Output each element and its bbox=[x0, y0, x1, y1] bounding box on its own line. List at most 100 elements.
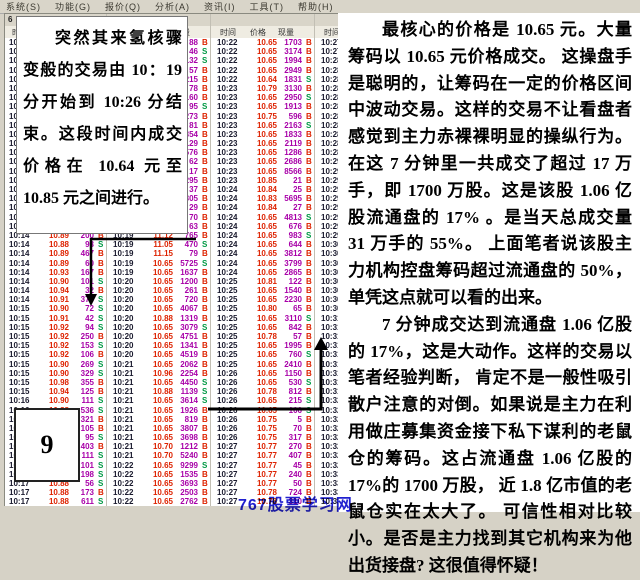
tick-price: 10.83 bbox=[256, 194, 277, 204]
menu-item[interactable]: 功能(G) bbox=[55, 2, 91, 12]
tick-price: 10.91 bbox=[48, 295, 69, 305]
menu-item[interactable]: 工具(T) bbox=[249, 2, 284, 12]
buy-flag: B bbox=[202, 497, 208, 507]
tick-time: 10:14 bbox=[9, 230, 30, 240]
tick-volume: 153 bbox=[80, 341, 94, 351]
tick-volume: 403 bbox=[80, 442, 94, 452]
tick-time: 10:24 bbox=[217, 240, 238, 250]
tick-price: 10.65 bbox=[152, 377, 173, 387]
tick-volume: 2254 bbox=[180, 368, 198, 378]
column-header: 时间 bbox=[220, 28, 236, 37]
menu-item[interactable]: 分析(A) bbox=[155, 2, 190, 12]
tick-price: 11.12 bbox=[153, 230, 173, 240]
tick-volume: 2119 bbox=[284, 139, 302, 149]
tick-row: 10:28 bbox=[320, 130, 339, 139]
tick-time: 10:22 bbox=[113, 488, 134, 498]
buy-flag: B bbox=[202, 405, 208, 415]
tick-volume: 644 bbox=[288, 240, 302, 250]
tick-row: 10:25 10.65 2230 B bbox=[216, 295, 313, 304]
tick-row: 10:17 10.88 173 B bbox=[8, 488, 105, 497]
buy-flag: B bbox=[98, 267, 104, 277]
tick-price: 10.89 bbox=[48, 249, 69, 259]
tick-volume: 1200 bbox=[180, 276, 198, 286]
tick-volume: 2949 bbox=[284, 65, 302, 75]
tick-row: 10:14 10.94 32 B bbox=[8, 286, 105, 295]
tick-price: 10.81 bbox=[256, 276, 277, 286]
menu-item[interactable]: 资讯(I) bbox=[204, 2, 236, 12]
tick-time: 10:23 bbox=[217, 93, 238, 103]
tick-time: 10:16 bbox=[9, 396, 30, 406]
sell-flag: S bbox=[98, 359, 104, 369]
tick-time: 10:17 bbox=[9, 479, 30, 488]
tick-row: 10:27 10.78 724 B bbox=[216, 488, 313, 497]
sell-flag: S bbox=[306, 212, 312, 222]
tick-volume: 105 bbox=[80, 423, 94, 433]
tick-row: 10:16 10.90 111 S bbox=[8, 396, 105, 405]
menu-item[interactable]: 报价(Q) bbox=[105, 2, 141, 12]
tick-volume: 273 bbox=[184, 111, 198, 121]
tick-volume: 329 bbox=[80, 368, 94, 378]
sell-flag: S bbox=[98, 295, 104, 305]
tick-row: 10:23 10.65 2119 B bbox=[216, 139, 313, 148]
tick-time: 10:15 bbox=[9, 359, 30, 369]
tick-price: 10.65 bbox=[256, 396, 277, 406]
tick-time: 10:28 bbox=[321, 102, 340, 112]
tick-price: 10.65 bbox=[256, 148, 277, 158]
sell-flag: S bbox=[98, 313, 104, 323]
tick-time: 10:29 bbox=[321, 157, 340, 167]
tick-time: 10:15 bbox=[9, 350, 30, 360]
tick-volume: 1139 bbox=[180, 387, 198, 397]
annotation-note-box: 突然其来氢核骤变般的交易由 10：19 分开始到 10:26 分结束。这段时间内… bbox=[16, 16, 188, 234]
tick-row: 10:29 bbox=[320, 157, 340, 167]
buy-flag: B bbox=[202, 74, 208, 84]
tick-row: 10:19 11.05 470 S bbox=[112, 240, 209, 249]
menu-item[interactable]: 系统(S) bbox=[6, 2, 41, 12]
tick-volume: 760 bbox=[288, 350, 302, 360]
tick-price: 10.65 bbox=[256, 322, 277, 332]
tick-time: 10:25 bbox=[217, 350, 238, 360]
column-header: 时间 bbox=[324, 28, 340, 37]
sell-flag: S bbox=[306, 313, 312, 323]
tick-row: 10:29 bbox=[320, 222, 339, 231]
tick-volume: 4519 bbox=[180, 350, 198, 360]
buy-flag: B bbox=[306, 194, 312, 204]
buy-flag: B bbox=[306, 479, 312, 488]
tick-volume: 106 bbox=[80, 350, 94, 360]
tick-row: 10:23 10.65 2163 S bbox=[216, 121, 313, 130]
tick-row: 10:24 10.84 25 B bbox=[216, 185, 313, 194]
buy-flag: B bbox=[202, 83, 208, 93]
tick-time: 10:28 bbox=[321, 56, 340, 66]
buy-flag: B bbox=[306, 332, 312, 341]
buy-flag: B bbox=[306, 38, 312, 47]
buy-flag: B bbox=[306, 469, 312, 479]
tick-volume: 72 bbox=[85, 304, 94, 314]
tick-row: 10:23 10.79 3130 B bbox=[216, 84, 313, 93]
tick-time: 10:15 bbox=[9, 313, 30, 323]
tick-time: 10:21 bbox=[113, 387, 134, 397]
tick-volume: 1319 bbox=[180, 313, 198, 323]
buy-flag: B bbox=[202, 38, 208, 47]
buy-flag: B bbox=[98, 230, 104, 240]
buy-flag: B bbox=[306, 497, 312, 507]
buy-flag: B bbox=[202, 221, 208, 231]
tick-row: 10:29 bbox=[320, 203, 339, 212]
tick-price: 10.85 bbox=[256, 175, 277, 185]
sell-flag: S bbox=[306, 230, 312, 240]
menu-item[interactable]: 帮助(H) bbox=[298, 2, 334, 12]
tick-price: 10.65 bbox=[256, 230, 277, 240]
buy-flag: B bbox=[306, 304, 312, 314]
buy-flag: B bbox=[306, 240, 312, 250]
tick-time: 10:14 bbox=[9, 258, 30, 268]
buy-flag: B bbox=[306, 129, 312, 139]
tick-time: 10:28 bbox=[321, 120, 340, 130]
sell-flag: S bbox=[98, 396, 104, 406]
tick-volume: 3698 bbox=[180, 433, 198, 443]
tick-price: 10.65 bbox=[256, 157, 277, 167]
tick-volume: 125 bbox=[80, 387, 94, 397]
tick-row: 10:26 10.65 106 S bbox=[216, 406, 313, 415]
tick-time: 10:25 bbox=[217, 332, 238, 341]
tick-volume: 1286 bbox=[284, 148, 302, 158]
tick-volume: 819 bbox=[184, 414, 198, 424]
tick-volume: 3812 bbox=[284, 249, 302, 259]
tick-row: 10:20 10.65 3079 S bbox=[112, 323, 209, 332]
